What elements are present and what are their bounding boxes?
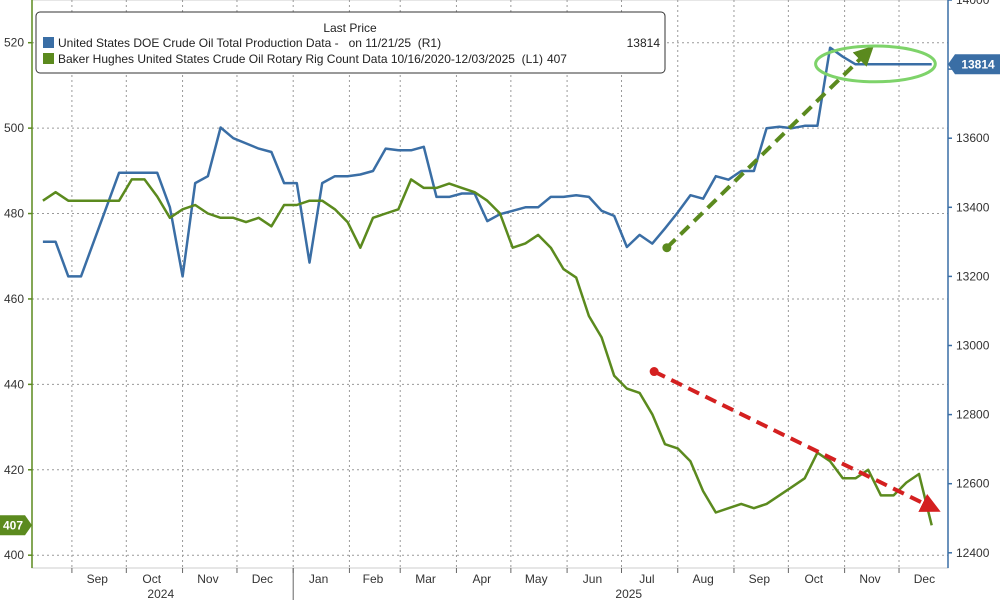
series-line-production xyxy=(42,46,932,278)
left-tick-label: 500 xyxy=(4,121,24,135)
right-tick-label: 13000 xyxy=(956,338,990,352)
trend-arrow-up xyxy=(665,45,874,250)
legend-box xyxy=(35,11,666,74)
highlight-ellipse xyxy=(814,44,937,84)
legend-title: Last Price xyxy=(323,21,377,35)
left-tick-label: 440 xyxy=(4,377,24,391)
x-tick-label-month: Aug xyxy=(692,572,713,586)
legend-value-production: 13814 xyxy=(627,36,661,50)
left-tick-label: 420 xyxy=(4,463,24,477)
x-tick-label-month: Sep xyxy=(87,572,109,586)
x-tick-label-year: 2025 xyxy=(615,587,642,600)
right-tick-label: 13200 xyxy=(956,269,990,283)
trend-arrow-start-dot xyxy=(662,243,672,253)
x-tick-label-month: Mar xyxy=(415,572,436,586)
x-tick-label-year: 2024 xyxy=(147,587,174,600)
x-tick-label-month: May xyxy=(525,572,548,586)
x-tick-label-month: Jan xyxy=(309,572,328,586)
last-value-rig-count: 407 xyxy=(3,518,23,532)
plot-area xyxy=(31,0,949,569)
series-line-rig-count xyxy=(42,178,933,526)
trend-arrow-down xyxy=(653,369,941,512)
x-axis-ticks: Sep Oct Nov Dec Jan Feb Mar Apr May Jun Jul Aug Sep O… xyxy=(71,568,935,600)
right-tick-label: 13600 xyxy=(956,131,990,145)
x-tick-label-month: Nov xyxy=(197,572,218,586)
left-tick-label: 480 xyxy=(4,207,24,221)
legend-swatch-production xyxy=(43,37,54,48)
right-axis-ticks: 1240012600128001300013200134001360013800… xyxy=(948,0,990,560)
x-tick-label-month: Oct xyxy=(804,572,823,586)
last-value-production: 13814 xyxy=(961,57,995,71)
left-axis-ticks: 400 420 440 460 480 500 520 xyxy=(4,36,32,562)
x-tick-label-month: Dec xyxy=(252,572,273,586)
right-tick-label: 13400 xyxy=(956,200,990,214)
left-tick-label: 520 xyxy=(4,36,24,50)
x-tick-label-month: Dec xyxy=(914,572,935,586)
annotations xyxy=(649,44,941,512)
legend: Last Price United States DOE Crude Oil T… xyxy=(35,11,666,74)
x-tick-label-month: Nov xyxy=(859,572,880,586)
left-tick-label: 400 xyxy=(4,548,24,562)
legend-label-rig-count-text: Baker Hughes United States Crude Oil Rot… xyxy=(58,52,543,66)
x-tick-label-month: Feb xyxy=(363,572,384,586)
trend-arrow-start-dot xyxy=(649,367,659,377)
legend-label-production: United States DOE Crude Oil Total Produc… xyxy=(58,36,441,50)
right-tick-label: 14000 xyxy=(956,0,990,7)
x-tick-label-month: Jul xyxy=(639,572,654,586)
right-tick-label: 12400 xyxy=(956,546,990,560)
left-tick-label: 460 xyxy=(4,292,24,306)
x-tick-label-month: Jun xyxy=(583,572,602,586)
last-value-badge-right: 13814 xyxy=(948,54,1000,75)
right-tick-label: 12800 xyxy=(956,408,990,422)
x-tick-label-month: Sep xyxy=(749,572,771,586)
legend-label-rig-count: Baker Hughes United States Crude Oil Rot… xyxy=(58,52,567,66)
legend-swatch-rig-count xyxy=(43,53,54,64)
right-tick-label: 12600 xyxy=(956,477,990,491)
legend-value-rig-count: 407 xyxy=(547,52,567,66)
x-tick-label-month: Oct xyxy=(142,572,161,586)
x-tick-label-month: Apr xyxy=(472,572,491,586)
last-value-badge-left: 407 xyxy=(0,515,32,536)
